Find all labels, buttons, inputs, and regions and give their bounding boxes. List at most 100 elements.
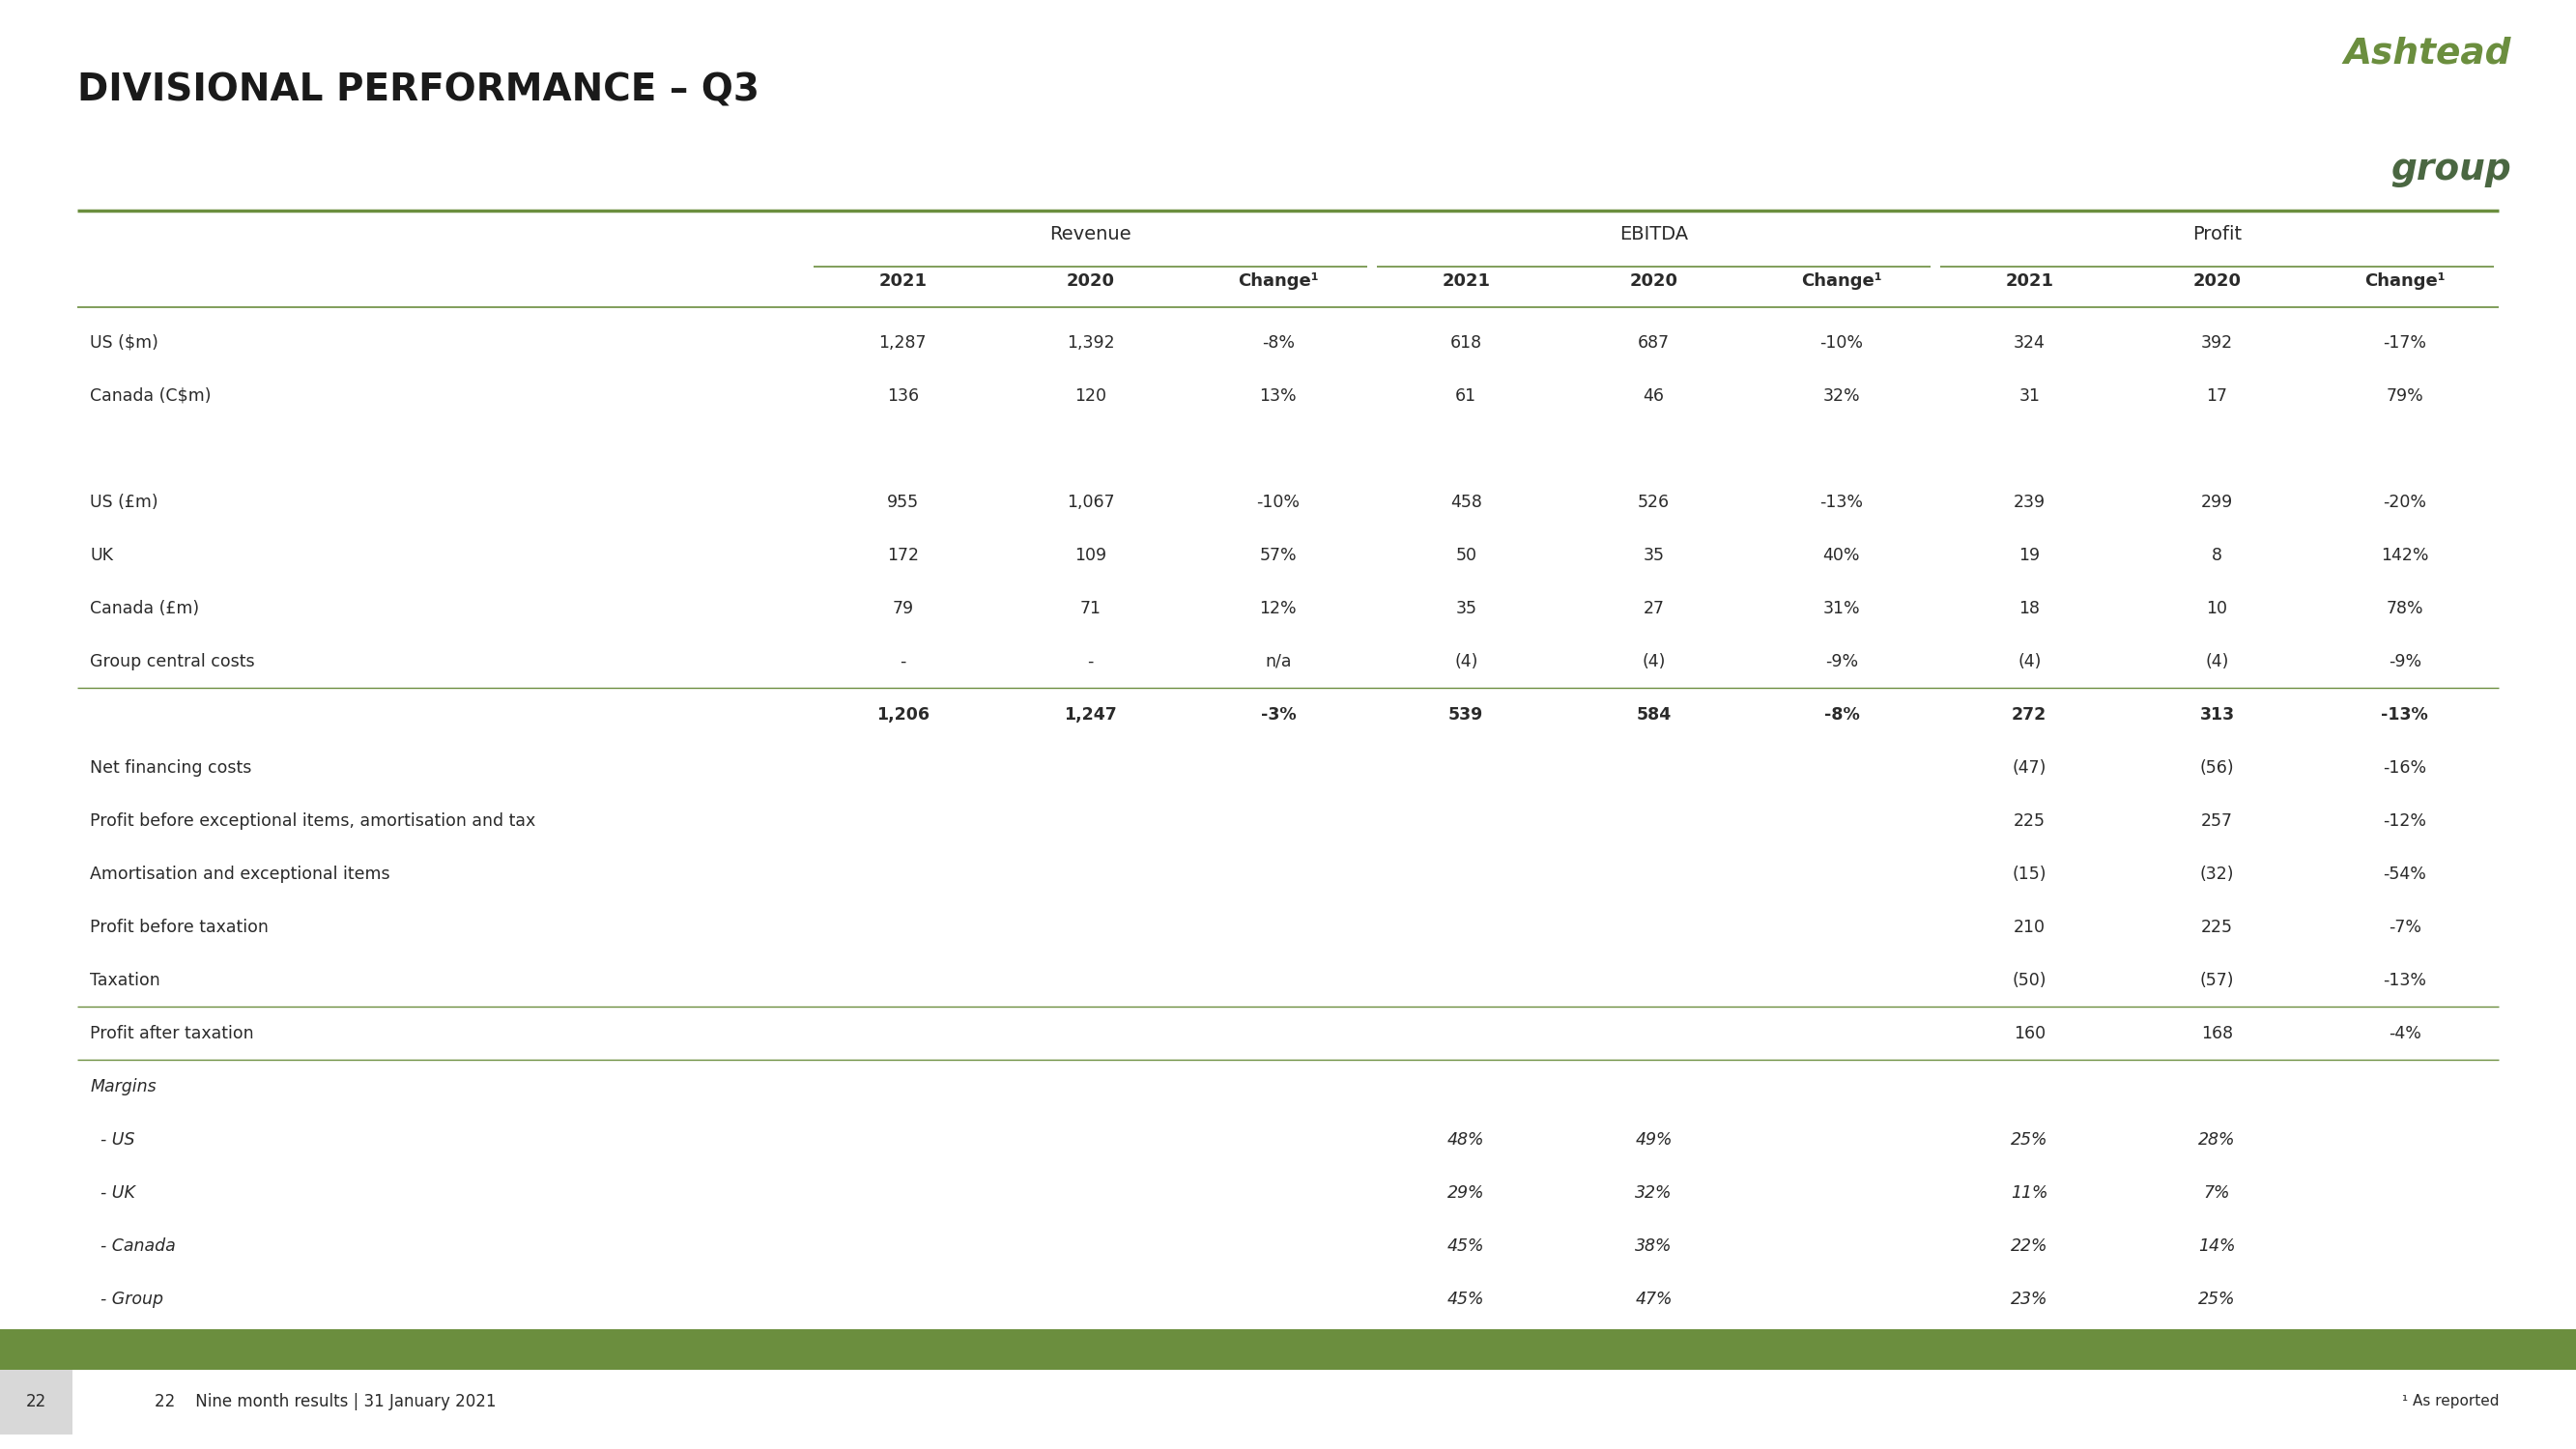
Text: -: - — [1087, 652, 1095, 669]
Text: 50: 50 — [1455, 546, 1476, 564]
Text: 458: 458 — [1450, 493, 1481, 510]
Text: -: - — [899, 652, 907, 669]
Text: -8%: -8% — [1262, 333, 1296, 351]
Text: 28%: 28% — [2197, 1132, 2236, 1149]
Text: Revenue: Revenue — [1048, 226, 1131, 243]
Text: Ashtead: Ashtead — [2344, 36, 2512, 71]
Text: 160: 160 — [2014, 1024, 2045, 1042]
Text: 45%: 45% — [1448, 1291, 1484, 1308]
Text: 47%: 47% — [1636, 1291, 1672, 1308]
Text: 19: 19 — [2020, 546, 2040, 564]
Text: 35: 35 — [1643, 546, 1664, 564]
Text: (47): (47) — [2012, 759, 2045, 777]
Text: 172: 172 — [886, 546, 920, 564]
Text: - UK: - UK — [90, 1184, 137, 1201]
Text: Taxation: Taxation — [90, 972, 160, 990]
Text: -16%: -16% — [2383, 759, 2427, 777]
Text: 57%: 57% — [1260, 546, 1296, 564]
Text: ¹ As reported: ¹ As reported — [2401, 1394, 2499, 1408]
Text: -20%: -20% — [2383, 493, 2427, 510]
Text: 136: 136 — [886, 387, 920, 404]
Text: 61: 61 — [1455, 387, 1476, 404]
Text: DIVISIONAL PERFORMANCE – Q3: DIVISIONAL PERFORMANCE – Q3 — [77, 72, 760, 109]
Bar — [0, 1369, 72, 1435]
Text: 32%: 32% — [1824, 387, 1860, 404]
Text: Profit before taxation: Profit before taxation — [90, 919, 268, 936]
Text: 45%: 45% — [1448, 1237, 1484, 1255]
Text: 539: 539 — [1448, 706, 1484, 723]
Text: 168: 168 — [2200, 1024, 2233, 1042]
Text: 22%: 22% — [2012, 1237, 2048, 1255]
Text: 1,067: 1,067 — [1066, 493, 1115, 510]
Text: (57): (57) — [2200, 972, 2233, 990]
Text: -4%: -4% — [2388, 1024, 2421, 1042]
Text: 225: 225 — [2200, 919, 2233, 936]
Text: -7%: -7% — [2388, 919, 2421, 936]
Text: Profit before exceptional items, amortisation and tax: Profit before exceptional items, amortis… — [90, 811, 536, 829]
Text: (4): (4) — [1455, 652, 1479, 669]
Text: 955: 955 — [886, 493, 920, 510]
Text: 1,287: 1,287 — [878, 333, 927, 351]
Text: -3%: -3% — [1260, 706, 1296, 723]
Text: UK: UK — [90, 546, 113, 564]
Text: (32): (32) — [2200, 865, 2233, 882]
Text: 31: 31 — [2020, 387, 2040, 404]
Text: - Group: - Group — [90, 1291, 165, 1308]
Text: -13%: -13% — [2380, 706, 2429, 723]
Text: -13%: -13% — [1819, 493, 1862, 510]
Text: 2021: 2021 — [1443, 272, 1489, 290]
Bar — [0, 1329, 2576, 1369]
Text: 1,247: 1,247 — [1064, 706, 1118, 723]
Text: Margins: Margins — [90, 1078, 157, 1095]
Text: 142%: 142% — [2380, 546, 2429, 564]
Text: 27: 27 — [1643, 600, 1664, 617]
Text: 71: 71 — [1079, 600, 1100, 617]
Text: -17%: -17% — [2383, 333, 2427, 351]
Text: Profit after taxation: Profit after taxation — [90, 1024, 255, 1042]
Text: - Canada: - Canada — [90, 1237, 175, 1255]
Text: Profit: Profit — [2192, 226, 2241, 243]
Text: 22: 22 — [26, 1392, 46, 1410]
Text: (4): (4) — [1641, 652, 1667, 669]
Text: 687: 687 — [1638, 333, 1669, 351]
Text: 109: 109 — [1074, 546, 1108, 564]
Text: (4): (4) — [2205, 652, 2228, 669]
Text: Group central costs: Group central costs — [90, 652, 255, 669]
Text: 13%: 13% — [1260, 387, 1296, 404]
Text: (50): (50) — [2012, 972, 2045, 990]
Text: 25%: 25% — [2197, 1291, 2236, 1308]
Text: 14%: 14% — [2197, 1237, 2236, 1255]
Text: 313: 313 — [2200, 706, 2233, 723]
Text: 299: 299 — [2200, 493, 2233, 510]
Text: -10%: -10% — [1257, 493, 1301, 510]
Text: US ($m): US ($m) — [90, 333, 160, 351]
Text: 79%: 79% — [2385, 387, 2424, 404]
Text: Canada (C$m): Canada (C$m) — [90, 387, 211, 404]
Text: 40%: 40% — [1824, 546, 1860, 564]
Text: 2021: 2021 — [878, 272, 927, 290]
Text: 2020: 2020 — [2192, 272, 2241, 290]
Text: group: group — [2391, 152, 2512, 187]
Text: 324: 324 — [2014, 333, 2045, 351]
Text: 8: 8 — [2213, 546, 2223, 564]
Text: -13%: -13% — [2383, 972, 2427, 990]
Text: 392: 392 — [2200, 333, 2233, 351]
Text: n/a: n/a — [1265, 652, 1291, 669]
Text: 78%: 78% — [2385, 600, 2424, 617]
Text: 225: 225 — [2014, 811, 2045, 829]
Text: -9%: -9% — [1824, 652, 1857, 669]
Text: 210: 210 — [2014, 919, 2045, 936]
Text: 11%: 11% — [2012, 1184, 2048, 1201]
Text: 2021: 2021 — [2004, 272, 2053, 290]
Text: 2020: 2020 — [1631, 272, 1677, 290]
Text: Net financing costs: Net financing costs — [90, 759, 252, 777]
Text: - US: - US — [90, 1132, 134, 1149]
Text: -12%: -12% — [2383, 811, 2427, 829]
Text: 29%: 29% — [1448, 1184, 1484, 1201]
Text: 12%: 12% — [1260, 600, 1296, 617]
Text: 22    Nine month results | 31 January 2021: 22 Nine month results | 31 January 2021 — [155, 1392, 497, 1410]
Text: 584: 584 — [1636, 706, 1672, 723]
Text: 32%: 32% — [1636, 1184, 1672, 1201]
Text: Change¹: Change¹ — [2365, 272, 2445, 290]
Text: 23%: 23% — [2012, 1291, 2048, 1308]
